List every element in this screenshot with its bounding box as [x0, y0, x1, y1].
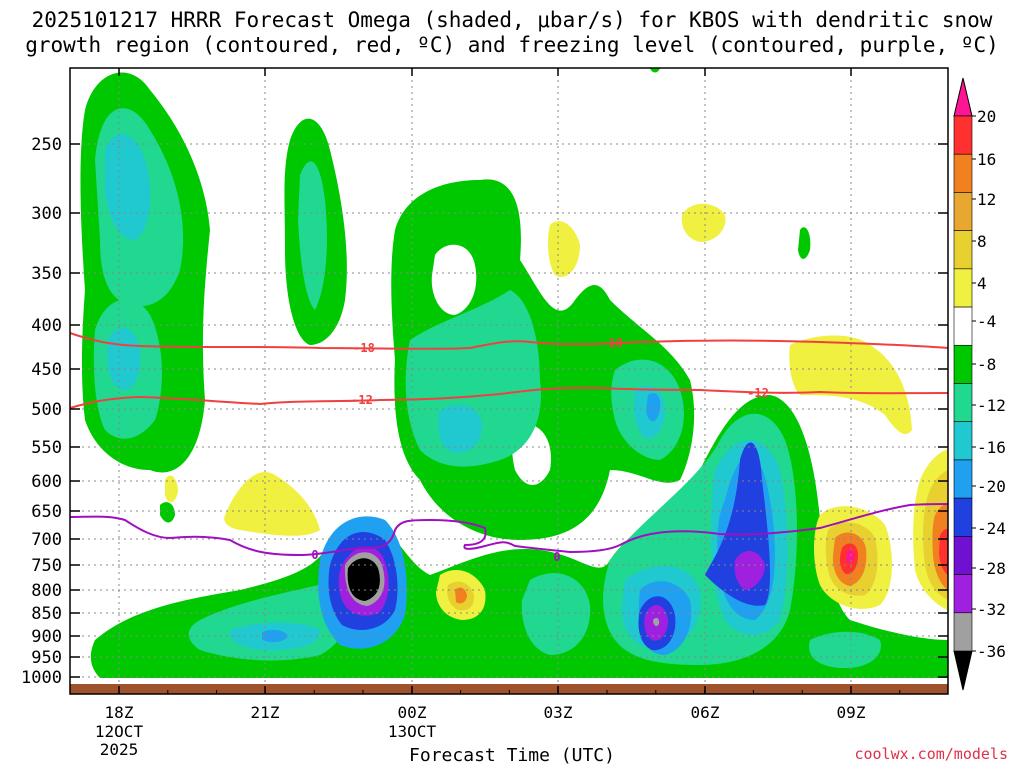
shade-green-small-top	[650, 68, 660, 73]
shade-red-far-right	[939, 528, 948, 575]
x-tick-label: 18Z	[105, 703, 134, 722]
colorbar-swatch	[953, 612, 973, 652]
shade-yellow-upper-right	[681, 203, 726, 242]
y-tick-label: 450	[31, 360, 62, 380]
colorbar-swatch	[953, 421, 973, 461]
colorbar-swatch	[953, 344, 973, 384]
y-tick-label: 750	[31, 556, 62, 576]
contour-minus12	[69, 386, 949, 409]
y-tick-label: 250	[31, 135, 62, 155]
colorbar-label: -12	[977, 396, 1006, 415]
colorbar-label: -8	[977, 355, 996, 374]
dendritic-contour-label: -12	[351, 393, 373, 407]
dendritic-contours	[69, 332, 949, 409]
colorbar-swatch	[953, 192, 973, 231]
x-tick-year: 2025	[100, 740, 139, 759]
colorbar-swatch	[953, 459, 973, 499]
y-tick-label: 650	[31, 502, 62, 522]
hole-white-upper	[431, 244, 477, 315]
y-tick-label: 800	[31, 581, 62, 601]
colorbar-label: -16	[977, 438, 1006, 457]
colorbar-label: 20	[977, 107, 996, 126]
x-tick-label: 09Z	[837, 703, 866, 722]
colorbar-label: -32	[977, 600, 1006, 619]
contour-minus18	[69, 332, 949, 350]
colorbar-swatch	[953, 230, 973, 270]
freezing-contour-label: 0	[311, 548, 318, 562]
shade-gray-small	[653, 617, 660, 627]
colorbar-label: -20	[977, 477, 1006, 496]
shade-green-blob-right	[798, 227, 811, 259]
colorbar-label: 16	[977, 150, 996, 169]
colorbar-swatch	[953, 268, 973, 308]
shade-magenta-right-low	[846, 550, 855, 563]
x-tick-date: 13OCT	[388, 722, 437, 741]
shade-teal-far-right	[809, 631, 881, 668]
y-tick-label: 400	[31, 316, 62, 336]
shade-orange-low-mid	[455, 587, 467, 604]
colorbar-label: -36	[977, 642, 1006, 661]
colorbar-label: -4	[977, 312, 996, 331]
y-tick-label: 550	[31, 438, 62, 458]
y-tick-label: 1000	[21, 668, 62, 688]
shade-lightblue-mid	[646, 393, 661, 422]
credit-text: coolwx.com/models	[854, 745, 1008, 763]
colorbar-swatch	[953, 497, 973, 537]
x-axis-label: Forecast Time (UTC)	[409, 745, 615, 766]
shade-purple-column	[734, 550, 765, 590]
omega-warm-shading	[447, 470, 948, 611]
colorbar-bottom-arrow	[953, 650, 973, 691]
shade-yellow-small-left	[165, 475, 178, 503]
shade-green-mid-small	[160, 502, 175, 523]
shade-yellow-low-left	[224, 471, 320, 536]
colorbar-label: -28	[977, 559, 1006, 578]
dendritic-contour-label: -12	[747, 386, 769, 400]
colorbar-top-arrow	[953, 77, 973, 117]
freezing-level-contour	[69, 503, 949, 557]
contour-labels: -18 -18 -12 -12 0 0	[311, 336, 769, 564]
y-axis: 250 300 350 400 450 500 550 600 650 700 750 800 850 9…	[21, 135, 948, 688]
colorbar-label: 12	[977, 190, 996, 209]
colorbar-swatch	[953, 383, 973, 423]
y-tick-label: 600	[31, 472, 62, 492]
grid-lines	[70, 68, 948, 694]
colorbar-swatch	[953, 306, 973, 346]
ground-strip	[70, 684, 948, 694]
x-tick-label: 21Z	[251, 703, 280, 722]
colorbar-swatch	[953, 536, 973, 575]
shade-cyan-middle	[438, 405, 482, 453]
y-tick-label: 850	[31, 604, 62, 624]
chart-title-line2: growth region (contoured, red, ºC) and f…	[25, 33, 999, 57]
colorbar: 20 16 12 8 4 -4 -8 -12 -16 -20 -24 -28 -32 -36	[953, 77, 1006, 691]
x-tick-date: 12OCT	[95, 722, 144, 741]
y-tick-label: 950	[31, 648, 62, 668]
shade-teal-lower-mid	[521, 573, 591, 655]
x-tick-label: 06Z	[691, 703, 720, 722]
colorbar-swatch	[953, 574, 973, 614]
colorbar-label: 8	[977, 232, 987, 251]
x-tick-label: 03Z	[544, 703, 573, 722]
dendritic-contour-label: -18	[353, 341, 375, 355]
y-tick-label: 500	[31, 400, 62, 420]
y-tick-label: 900	[31, 627, 62, 647]
colorbar-label: -24	[977, 519, 1006, 538]
x-tick-label: 00Z	[398, 703, 427, 722]
chart-title-line1: 2025101217 HRRR Forecast Omega (shaded, …	[31, 8, 993, 32]
colorbar-swatch	[953, 115, 973, 155]
shade-cyan-left	[105, 133, 151, 240]
colorbar-swatch	[953, 153, 973, 193]
y-tick-label: 300	[31, 204, 62, 224]
freezing-contour-label: 0	[553, 550, 560, 564]
y-tick-label: 700	[31, 530, 62, 550]
y-tick-label: 350	[31, 264, 62, 284]
plot-area: -18 -18 -12 -12 0 0	[69, 68, 949, 694]
dendritic-contour-label: -18	[601, 336, 623, 350]
shade-yellow-upper-mid	[547, 221, 580, 277]
colorbar-label: 4	[977, 274, 987, 293]
